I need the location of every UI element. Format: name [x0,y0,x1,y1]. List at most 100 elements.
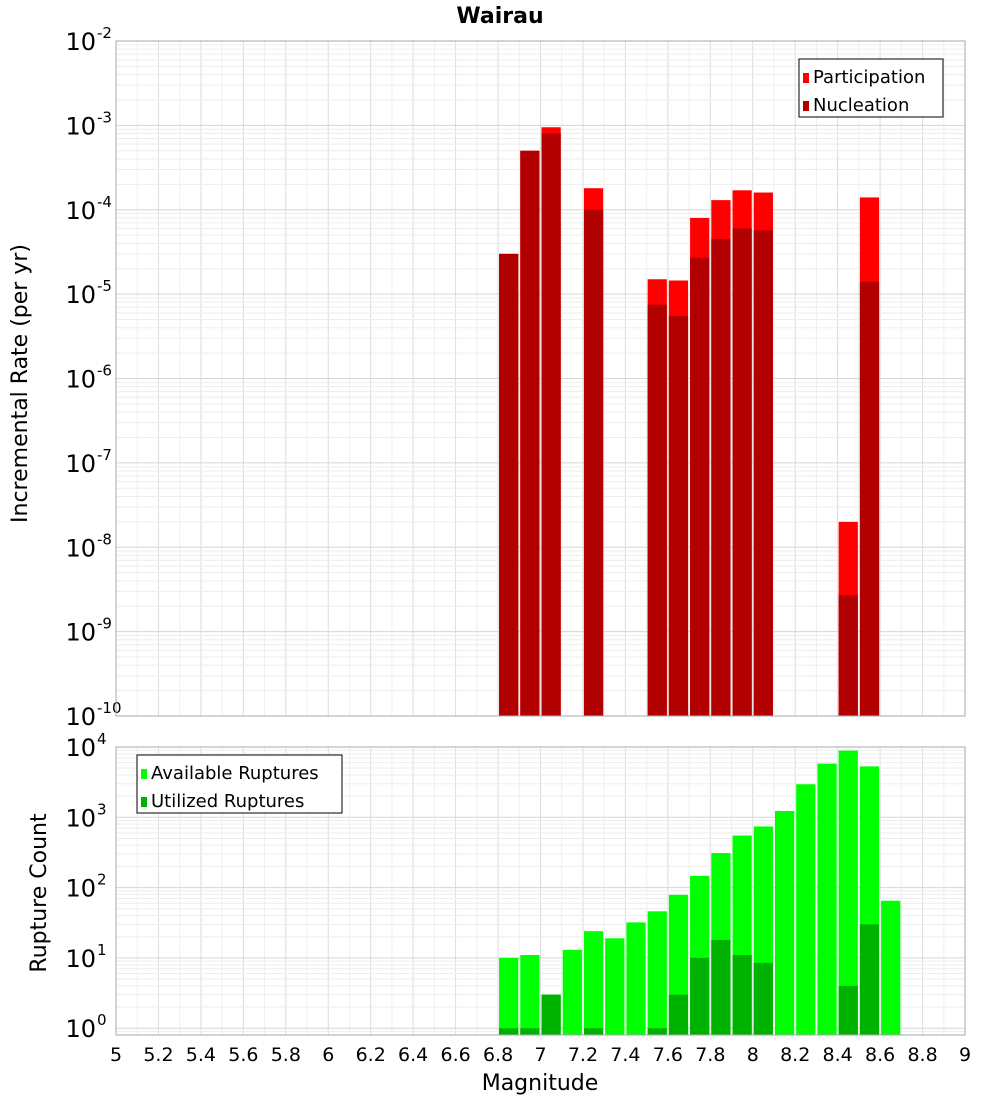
legend-entry: Utilized Ruptures [151,791,304,812]
tick-label-exponent: -4 [97,193,112,211]
rupture-y-tick: 10 1 [65,941,106,973]
x-tick-label: 7.2 [568,1044,598,1066]
rate-y-tick: 10 -8 [65,530,112,562]
bar-utilized-ruptures [838,985,858,1035]
tick-label-exponent: 3 [97,800,107,818]
tick-label-mantissa: 10 [65,804,96,832]
tick-label-exponent: 0 [97,1011,107,1029]
rate-bars [499,127,880,717]
chart-title: Wairau [456,4,543,29]
bar-available-ruptures [520,954,540,1035]
x-tick-label: 8.6 [865,1044,895,1066]
bar-utilized-ruptures [859,924,880,1035]
bar-available-ruptures [605,938,625,1035]
rate-y-axis-label: Incremental Rate (per yr) [8,244,33,523]
tick-label-exponent: -2 [97,24,112,42]
tick-label-exponent: -6 [97,362,112,380]
bar-nucleation [541,133,561,717]
tick-label-mantissa: 10 [65,112,96,140]
x-tick-label: 6.6 [440,1044,470,1066]
tick-label-exponent: -5 [97,277,112,295]
x-tick-label: 8.8 [907,1044,937,1066]
tick-label-mantissa: 10 [65,366,96,394]
bar-utilized-ruptures [711,939,731,1035]
x-tick-label: 8 [747,1044,759,1066]
bar-available-ruptures [817,763,837,1035]
x-tick-label: 5.8 [271,1044,301,1066]
rupture-legend: Available Ruptures Utilized Ruptures [136,754,343,814]
x-tick-label: 7.4 [610,1044,640,1066]
rate-grid [115,40,966,717]
rupture-y-axis-label: Rupture Count [27,813,52,973]
rate-y-tick: 10 -7 [65,446,112,478]
tick-label-exponent: 4 [97,730,107,748]
x-tick-label: 6 [322,1044,334,1066]
tick-label-mantissa: 10 [65,281,96,309]
bar-nucleation [668,316,689,716]
bar-nucleation [520,150,540,716]
x-tick-label: 6.4 [398,1044,428,1066]
x-tick-label: 6.8 [483,1044,513,1066]
rate-y-tick: 10 -5 [65,277,112,309]
rate-plot-border [115,40,966,717]
legend-swatch [803,101,809,111]
x-tick-label: 9 [959,1044,971,1066]
tick-label-mantissa: 10 [65,534,96,562]
tick-label-exponent: -8 [97,530,112,548]
rate-y-tick: 10 -9 [65,615,112,647]
tick-label-mantissa: 10 [65,197,96,225]
tick-label-exponent: 2 [97,871,107,889]
rate-y-tick: 10 -4 [65,193,112,225]
tick-label-exponent: -9 [97,615,112,633]
bar-nucleation [647,304,667,716]
rupture-y-tick: 10 0 [65,1011,106,1043]
bar-utilized-ruptures [668,994,689,1035]
x-axis-label: Magnitude [482,1071,599,1096]
bar-utilized-ruptures [732,954,752,1035]
bar-nucleation [583,209,604,716]
bar-utilized-ruptures [753,962,773,1035]
bar-utilized-ruptures [499,1028,519,1035]
legend-entry: Participation [813,67,925,88]
legend-swatch [803,73,809,83]
legend-swatch [141,797,147,807]
bar-nucleation [753,230,773,716]
bar-available-ruptures [838,750,858,1035]
bar-utilized-ruptures [520,1028,540,1035]
bar-available-ruptures [499,957,519,1035]
rate-legend: Participation Nucleation [798,58,944,118]
x-tick-label: 7.6 [653,1044,683,1066]
bar-nucleation [711,239,731,716]
x-tick-label: 7.8 [695,1044,725,1066]
x-tick-label: 5.6 [228,1044,258,1066]
bar-available-ruptures [796,784,816,1035]
x-tick-label: 7 [534,1044,546,1066]
rupture-bars [499,750,901,1035]
bar-utilized-ruptures [690,957,710,1035]
bar-available-ruptures [626,922,646,1035]
tick-label-mantissa: 10 [65,619,96,647]
tick-label-mantissa: 10 [65,734,96,762]
tick-label-exponent: -3 [97,108,112,126]
rupture-y-tick: 10 3 [65,800,106,832]
rate-y-tick: 10 -10 [65,699,121,731]
tick-label-mantissa: 10 [65,1015,96,1043]
legend-swatch [141,769,147,779]
bar-available-ruptures [647,911,667,1035]
bar-nucleation [499,253,519,716]
tick-label-exponent: -10 [97,699,122,717]
tick-label-exponent: -7 [97,446,112,464]
rupture-y-tick: 10 4 [65,730,106,762]
tick-label-mantissa: 10 [65,450,96,478]
tick-label-mantissa: 10 [65,875,96,903]
legend-box [136,754,343,814]
legend-entry: Nucleation [813,95,909,116]
x-tick-labels: 5 5.2 5.4 5.6 5.8 6 6.2 6.4 6.6 6.8 7 7.2 7.4 7.6 7.8 8… [110,1044,971,1066]
bar-nucleation [859,281,880,716]
legend-entry: Available Ruptures [151,763,319,784]
tick-label-mantissa: 10 [65,945,96,973]
